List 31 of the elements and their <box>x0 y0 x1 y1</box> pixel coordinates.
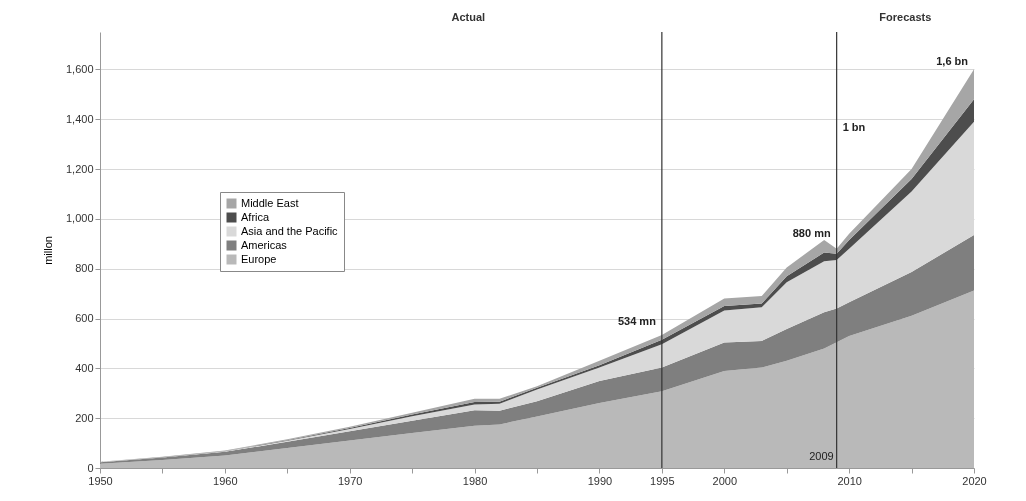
x-tick-label: 1990 <box>587 474 613 487</box>
y-tick-label: 1,200 <box>65 162 94 175</box>
y-tick-label: 600 <box>75 312 94 325</box>
legend-label: Europe <box>241 252 277 265</box>
legend-label: Asia and the Pacific <box>241 224 339 237</box>
y-tick-label: 800 <box>75 262 94 275</box>
x-tick-label: 1950 <box>88 474 113 487</box>
legend-label: Middle East <box>241 196 299 209</box>
y-axis-title: millon <box>41 236 54 265</box>
y-tick-label: 1,600 <box>65 62 94 75</box>
annotation: 880 mn <box>792 226 831 239</box>
y-tick-label: 1,400 <box>65 112 94 125</box>
y-tick-label: 1,000 <box>65 212 94 225</box>
x-tick-label: 2020 <box>962 474 987 487</box>
x-tick-label: 1980 <box>462 474 488 487</box>
legend-label: Americas <box>241 238 288 251</box>
y-tick-label: 200 <box>75 411 94 424</box>
ref-line-label: 2009 <box>809 450 834 462</box>
text: Actual <box>451 11 486 23</box>
annotation: 1,6 bn <box>936 55 969 68</box>
x-tick-label: 1995 <box>650 474 675 487</box>
x-tick-label: 1960 <box>213 474 238 487</box>
x-tick-label: 1970 <box>337 474 363 487</box>
text: Forecasts <box>879 11 932 23</box>
legend-label: Africa <box>241 210 270 223</box>
y-tick-label: 400 <box>75 361 94 374</box>
x-tick-label: 2010 <box>837 474 862 487</box>
annotation: 534 mn <box>617 314 657 327</box>
x-tick-label: 2000 <box>712 474 738 487</box>
y-tick-label: 0 <box>87 461 94 474</box>
annotation: 1 bn <box>842 120 866 133</box>
